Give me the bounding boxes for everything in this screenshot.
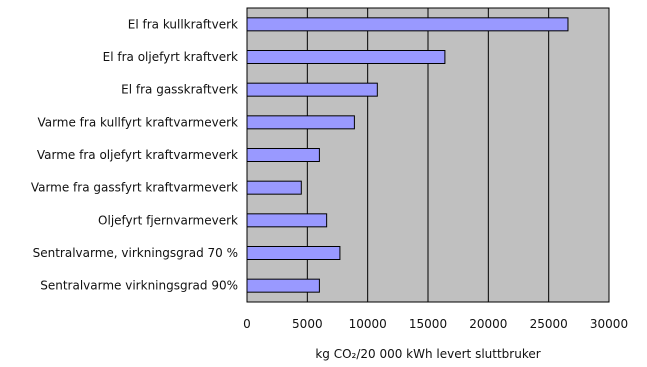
bar [246, 213, 328, 228]
bar [246, 17, 569, 32]
x-tick-label: 30000 [590, 317, 628, 331]
x-tick-label: 5000 [292, 317, 323, 331]
x-tick-label: 20000 [469, 317, 507, 331]
bar [246, 278, 320, 293]
bar [246, 50, 446, 64]
category-label: Varme fra kullfyrt kraftvarmeverk [37, 115, 238, 129]
x-tick-label: 10000 [349, 317, 387, 331]
category-label: Sentralvarme, virkningsgrad 70 % [33, 246, 238, 260]
category-label: El fra kullkraftverk [128, 17, 238, 31]
x-axis-title: kg CO₂/20 000 kWh levert sluttbruker [315, 347, 540, 361]
bar [246, 246, 341, 260]
category-label: El fra gasskraftverk [121, 83, 238, 97]
category-label: Oljefyrt fjernvarmeverk [98, 213, 238, 227]
category-label: El fra oljefyrt kraftverk [103, 50, 238, 64]
category-label: Varme fra oljefyrt kraftvarmeverk [37, 148, 238, 162]
bar [246, 115, 355, 130]
bar [246, 180, 302, 195]
bar [246, 148, 320, 162]
x-tick-label: 0 [243, 317, 251, 331]
category-label: Sentralvarme virkningsgrad 90% [40, 279, 238, 293]
bar [246, 82, 378, 97]
category-label: Varme fra gassfyrt kraftvarmeverk [31, 181, 238, 195]
x-tick-label: 15000 [409, 317, 447, 331]
x-tick-label: 25000 [530, 317, 568, 331]
